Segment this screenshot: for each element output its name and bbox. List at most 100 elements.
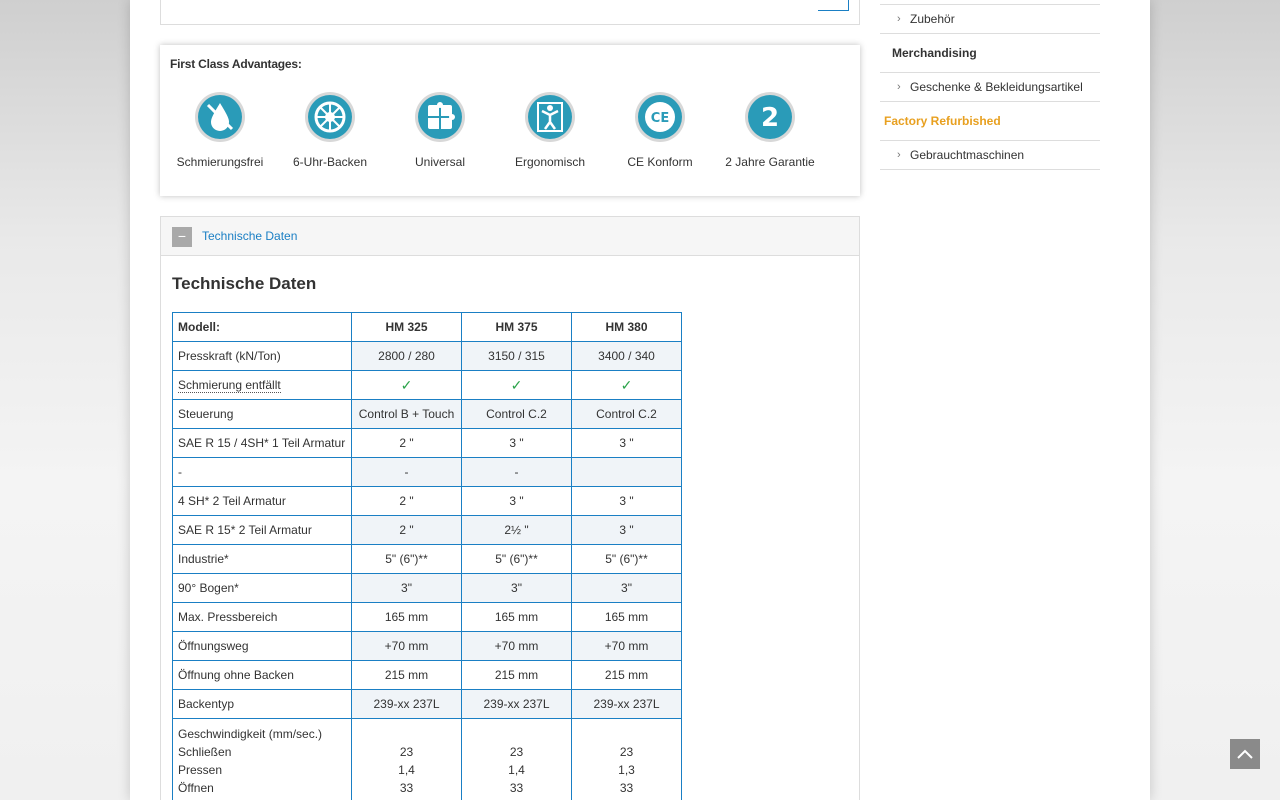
person-icon bbox=[525, 92, 575, 142]
table-cell: Presskraft (kN/Ton) bbox=[172, 341, 352, 371]
table-cell: 215 mm bbox=[351, 660, 462, 690]
divider bbox=[880, 4, 1100, 5]
check-icon: ✓ bbox=[510, 376, 523, 393]
abbr-label: Schmierung entfällt bbox=[178, 378, 281, 393]
top-content-box bbox=[160, 0, 860, 25]
table-cell: 2 " bbox=[351, 515, 462, 545]
warranty-2-icon: 2 bbox=[745, 92, 795, 142]
table-row: Öffnungsweg +70 mm +70 mm +70 mm bbox=[172, 631, 682, 661]
table-row: Öffnung ohne Backen 215 mm 215 mm 215 mm bbox=[172, 660, 682, 690]
advantage-item: Universal bbox=[380, 91, 500, 169]
table-cell: 2½ " bbox=[461, 515, 572, 545]
advantage-label: Schmierungsfrei bbox=[176, 155, 264, 169]
table-cell: 3 " bbox=[571, 486, 682, 516]
table-cell: Öffnungsweg bbox=[172, 631, 352, 661]
table-cell: 3 " bbox=[461, 428, 572, 458]
puzzle-icon bbox=[415, 92, 465, 142]
speed-value bbox=[357, 725, 456, 743]
chevron-right-icon: › bbox=[897, 13, 901, 25]
section-title: Technische Daten bbox=[172, 274, 317, 293]
table-cell: 3" bbox=[351, 573, 462, 603]
collapse-button[interactable]: − bbox=[172, 227, 192, 247]
table-cell: 3" bbox=[461, 573, 572, 603]
table-cell: 3400 / 340 bbox=[571, 341, 682, 371]
table-cell bbox=[571, 457, 682, 487]
table-cell: ✓ bbox=[571, 370, 682, 400]
check-icon: ✓ bbox=[620, 376, 633, 393]
speed-label: Schließen bbox=[178, 745, 232, 759]
table-cell: 3 " bbox=[571, 428, 682, 458]
table-cell: Backentyp bbox=[172, 689, 352, 719]
advantage-label: 2 Jahre Garantie bbox=[725, 155, 815, 169]
advantage-label: Ergonomisch bbox=[514, 155, 586, 169]
table-row: 4 SH* 2 Teil Armatur 2 " 3 " 3 " bbox=[172, 486, 682, 516]
table-header-cell: HM 375 bbox=[461, 312, 572, 342]
speed-value: 23 bbox=[399, 745, 414, 759]
spec-table: Modell: HM 325 HM 375 HM 380 Presskraft … bbox=[172, 312, 682, 800]
table-cell: 4 SH* 2 Teil Armatur bbox=[172, 486, 352, 516]
table-header-cell: HM 325 bbox=[351, 312, 462, 342]
table-cell: Steuerung bbox=[172, 399, 352, 429]
table-cell: 239-xx 237L bbox=[351, 689, 462, 719]
drop-icon bbox=[195, 92, 245, 142]
table-header-row: Modell: HM 325 HM 375 HM 380 bbox=[172, 312, 682, 342]
sidebar-heading-merchandising[interactable]: Merchandising bbox=[892, 46, 977, 60]
table-cell: 90° Bogen* bbox=[172, 573, 352, 603]
speed-value: 1,3 bbox=[618, 763, 635, 777]
svg-text:CE: CE bbox=[651, 111, 669, 126]
advantage-label: 6-Uhr-Backen bbox=[292, 155, 368, 169]
advantages-box: First Class Advantages: Schmierungsfrei … bbox=[160, 45, 860, 196]
table-row-speed: Geschwindigkeit (mm/sec.) Schließen Pres… bbox=[172, 718, 682, 800]
speed-value: 1,4 bbox=[398, 763, 415, 777]
table-cell: 215 mm bbox=[571, 660, 682, 690]
advantage-item: 6-Uhr-Backen bbox=[270, 91, 390, 169]
table-row: SAE R 15* 2 Teil Armatur 2 " 2½ " 3 " bbox=[172, 515, 682, 545]
table-cell: ✓ bbox=[351, 370, 462, 400]
table-cell: Geschwindigkeit (mm/sec.) Schließen Pres… bbox=[172, 718, 352, 800]
divider bbox=[880, 140, 1100, 141]
table-cell: 2800 / 280 bbox=[351, 341, 462, 371]
divider bbox=[880, 169, 1100, 170]
table-cell: 239-xx 237L bbox=[461, 689, 572, 719]
table-cell: Industrie* bbox=[172, 544, 352, 574]
speed-value: 23 bbox=[509, 745, 524, 759]
speed-label: Öffnen bbox=[178, 781, 214, 795]
table-header-cell: HM 380 bbox=[571, 312, 682, 342]
sidebar-heading-factory-refurbished[interactable]: Factory Refurbished bbox=[884, 114, 1001, 128]
advantages-title: First Class Advantages: bbox=[170, 57, 302, 71]
table-cell: 165 mm bbox=[571, 602, 682, 632]
advantage-item: CE CE Konform bbox=[600, 91, 720, 169]
table-cell: +70 mm bbox=[351, 631, 462, 661]
page-content: First Class Advantages: Schmierungsfrei … bbox=[130, 0, 1150, 800]
divider bbox=[880, 72, 1100, 73]
sidebar-item-geschenke[interactable]: › Geschenke & Bekleidungsartikel bbox=[897, 80, 1083, 94]
table-cell: Control C.2 bbox=[461, 399, 572, 429]
sidebar-item-zubehoer[interactable]: › Zubehör bbox=[897, 12, 955, 26]
table-cell: - bbox=[461, 457, 572, 487]
table-cell: - bbox=[351, 457, 462, 487]
advantage-item: Schmierungsfrei bbox=[160, 91, 280, 169]
chevron-right-icon: › bbox=[897, 149, 901, 161]
table-row: Max. Pressbereich 165 mm 165 mm 165 mm bbox=[172, 602, 682, 632]
speed-value: 33 bbox=[619, 781, 634, 795]
advantage-label: Universal bbox=[414, 155, 465, 169]
speed-value: 1,4 bbox=[508, 763, 525, 777]
table-cell: ✓ bbox=[461, 370, 572, 400]
speed-value: 23 bbox=[619, 745, 634, 759]
table-cell: SAE R 15* 2 Teil Armatur bbox=[172, 515, 352, 545]
table-cell: - bbox=[172, 457, 352, 487]
check-icon: ✓ bbox=[400, 376, 413, 393]
panel-title-link[interactable]: Technische Daten bbox=[202, 229, 298, 243]
table-cell: Öffnung ohne Backen bbox=[172, 660, 352, 690]
top-box-corner bbox=[818, 0, 849, 11]
table-cell: Schmierung entfällt bbox=[172, 370, 352, 400]
panel-header[interactable]: − Technische Daten bbox=[161, 217, 859, 256]
table-cell: 239-xx 237L bbox=[571, 689, 682, 719]
table-cell: 2 " bbox=[351, 486, 462, 516]
sidebar-item-gebrauchtmaschinen[interactable]: › Gebrauchtmaschinen bbox=[897, 148, 1024, 162]
advantage-item: Ergonomisch bbox=[490, 91, 610, 169]
table-cell: Max. Pressbereich bbox=[172, 602, 352, 632]
scroll-to-top-button[interactable] bbox=[1230, 739, 1260, 769]
speed-value: 33 bbox=[509, 781, 524, 795]
table-cell: 23 1,4 33 bbox=[461, 718, 572, 800]
